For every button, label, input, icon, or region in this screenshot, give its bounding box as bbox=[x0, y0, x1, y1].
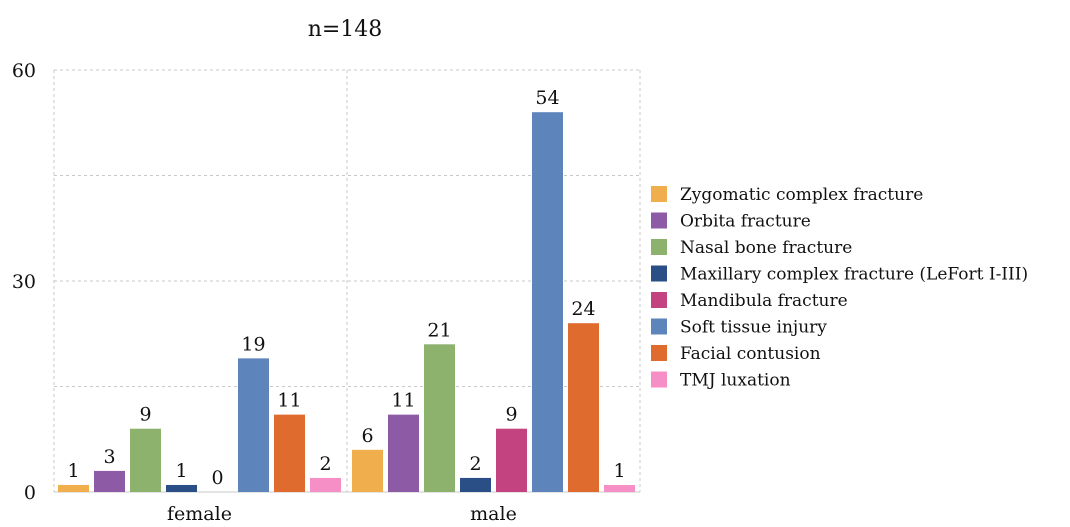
bar-value-label: 21 bbox=[427, 319, 451, 341]
legend-label: TMJ luxation bbox=[680, 371, 791, 391]
bar-value-label: 2 bbox=[469, 453, 481, 475]
bar-value-label: 9 bbox=[505, 404, 517, 426]
bar bbox=[388, 414, 419, 492]
bar bbox=[58, 484, 89, 492]
y-tick-label: 60 bbox=[12, 60, 36, 82]
bar bbox=[130, 428, 161, 492]
legend-swatch bbox=[651, 345, 667, 361]
legend-swatch bbox=[651, 292, 667, 308]
x-category-label: female bbox=[167, 503, 232, 525]
legend-swatch bbox=[651, 318, 667, 335]
legend-label: Nasal bone fracture bbox=[680, 238, 852, 258]
legend-label: Soft tissue injury bbox=[680, 318, 827, 338]
bar-value-label: 1 bbox=[175, 460, 187, 482]
bar-value-label: 24 bbox=[571, 298, 595, 320]
legend-swatch bbox=[651, 186, 667, 202]
bar bbox=[94, 470, 125, 492]
y-tick-label: 0 bbox=[24, 482, 36, 504]
legend-label: Mandibula fracture bbox=[680, 291, 848, 311]
y-tick-label: 30 bbox=[12, 271, 36, 293]
bars bbox=[58, 112, 635, 492]
chart-title: n=148 bbox=[308, 17, 383, 42]
legend-label: Facial contusion bbox=[680, 344, 821, 364]
bar-value-label: 0 bbox=[211, 467, 223, 489]
bar bbox=[166, 484, 197, 492]
x-axis-categories: female male bbox=[167, 503, 517, 525]
bar-value-label: 54 bbox=[535, 87, 559, 109]
bar bbox=[604, 484, 635, 492]
bar bbox=[310, 477, 341, 492]
legend-swatch bbox=[651, 239, 667, 255]
bar-value-label: 2 bbox=[319, 453, 331, 475]
legend-label: Maxillary complex fracture (LeFort I-III… bbox=[680, 265, 1028, 285]
bar bbox=[274, 414, 305, 492]
bar-value-label: 11 bbox=[391, 390, 415, 412]
bar-value-label: 19 bbox=[241, 333, 265, 355]
bar-value-label: 9 bbox=[139, 404, 151, 426]
bar-value-label: 3 bbox=[103, 446, 115, 468]
legend-label: Zygomatic complex fracture bbox=[680, 185, 923, 205]
bar bbox=[568, 323, 599, 492]
legend-swatch bbox=[651, 371, 667, 388]
bar-value-label: 11 bbox=[277, 390, 301, 412]
bar bbox=[352, 449, 383, 492]
y-axis-ticks: 0 30 60 bbox=[12, 60, 36, 504]
bar bbox=[496, 428, 527, 492]
x-category-label: male bbox=[470, 503, 517, 525]
bar bbox=[532, 112, 563, 492]
bar bbox=[238, 358, 269, 492]
legend: Zygomatic complex fracture Orbita fractur… bbox=[651, 185, 1028, 391]
bar-value-label: 1 bbox=[67, 460, 79, 482]
legend-swatch bbox=[651, 212, 667, 229]
bar bbox=[460, 477, 491, 492]
legend-swatch bbox=[651, 265, 667, 282]
legend-label: Orbita fracture bbox=[680, 212, 811, 232]
bar bbox=[424, 344, 455, 492]
bar-value-label: 1 bbox=[613, 460, 625, 482]
bar-value-labels: 1 3 9 1 0 19 11 2 6 11 21 2 9 54 24 1 bbox=[67, 87, 625, 489]
bar-value-label: 6 bbox=[361, 425, 373, 447]
